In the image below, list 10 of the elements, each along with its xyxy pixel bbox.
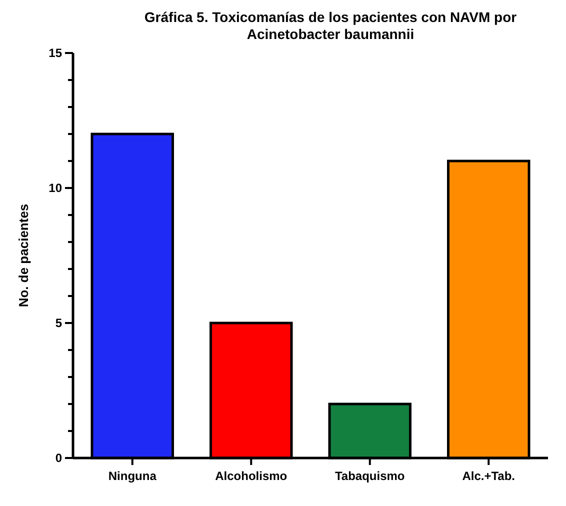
y-tick-label: 10 [48, 181, 62, 196]
y-tick-label: 0 [55, 451, 62, 466]
y-tick-label: 15 [48, 46, 62, 60]
x-tick-label: Alcoholismo [215, 469, 288, 483]
y-tick-label: 5 [55, 316, 62, 330]
x-tick-label: Ninguna [108, 469, 157, 483]
x-tick-label: Alc.+Tab. [462, 469, 516, 483]
chart-title: Gráfica 5. Toxicomanías de los pacientes con NAVM por Acinetobacter baumannii [144, 9, 518, 42]
x-tick-label: Tabaquismo [334, 469, 405, 483]
y-axis-title: No. de pacientes [16, 204, 31, 308]
